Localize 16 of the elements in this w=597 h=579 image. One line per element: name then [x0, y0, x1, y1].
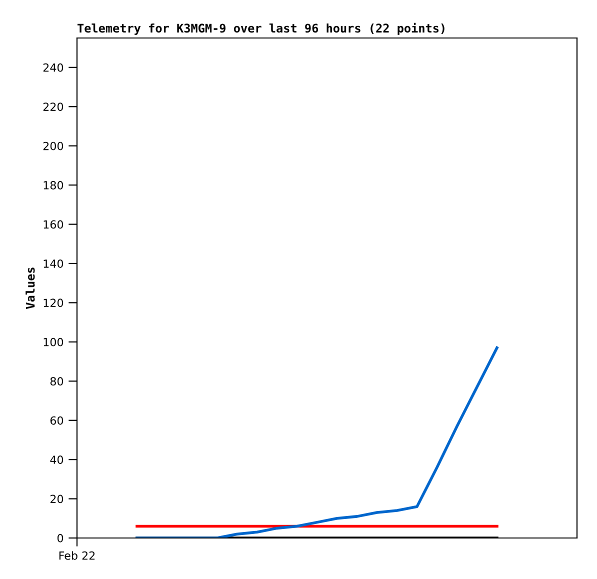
y-tick-label: 20	[50, 494, 64, 504]
y-tick-label: 0	[57, 534, 64, 542]
y-tick-label: 160	[44, 220, 64, 229]
y-tick-label: 200	[43, 142, 64, 150]
y-tick-label: 60	[50, 416, 64, 425]
y-tick-label: 140	[44, 259, 64, 268]
y-tick-label: 100	[44, 338, 64, 346]
x-tick-label: Feb 22	[59, 551, 95, 560]
y-tick-label: 120	[44, 298, 64, 308]
y-axis-title: Values	[26, 268, 35, 309]
y-tick-label: 80	[50, 377, 64, 386]
y-tick-label: 220	[43, 102, 64, 112]
chart-title: Telemetry for K3MGM-9 over last 96 hours (22 points)	[78, 22, 444, 35]
y-tick-label: 240	[43, 63, 64, 72]
y-tick-label: 180	[44, 181, 64, 190]
y-tick-label: 40	[50, 456, 64, 464]
